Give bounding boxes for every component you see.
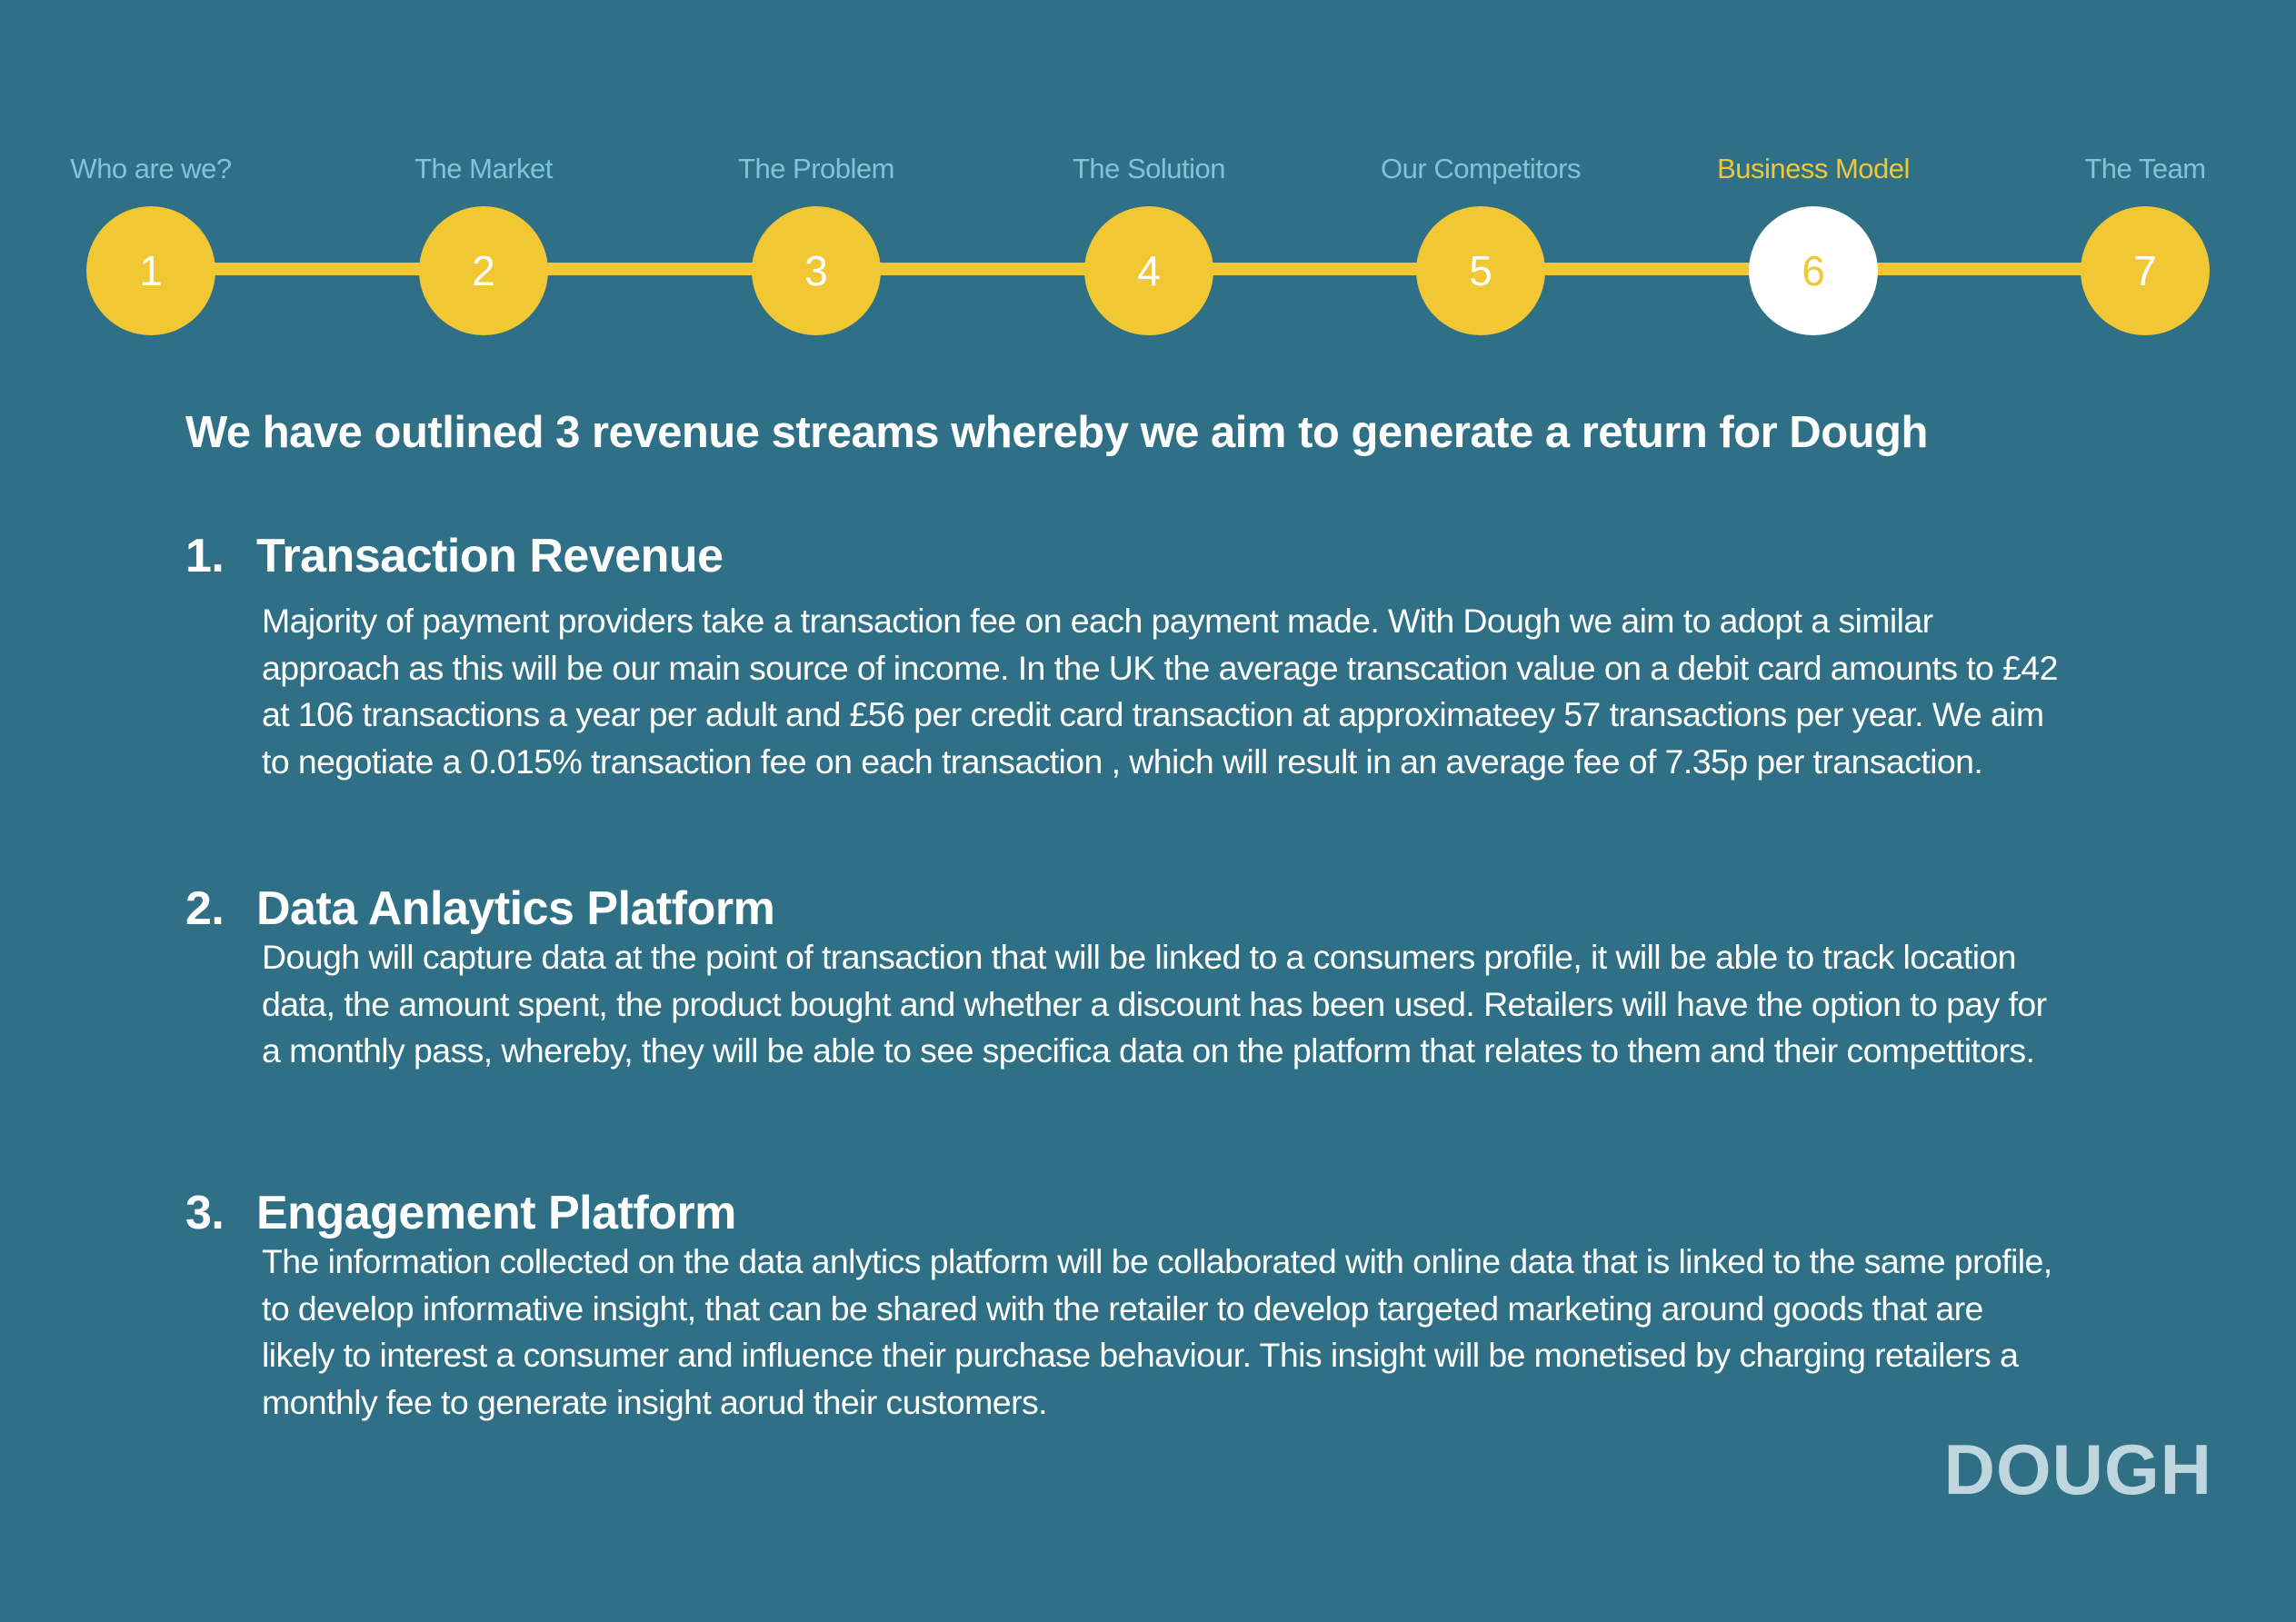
section-number: 2. xyxy=(185,882,225,935)
page-title: We have outlined 3 revenue streams where… xyxy=(185,408,1928,457)
section-heading: 1. Transaction Revenue xyxy=(185,529,2049,583)
step-label: The Team xyxy=(2084,153,2206,184)
section-heading: 3. Engagement Platform xyxy=(185,1186,2049,1240)
step-label: Business Model xyxy=(1717,153,1910,184)
step-circle[interactable]: 5 xyxy=(1416,206,1545,335)
section-body: The information collected on the data an… xyxy=(262,1242,2052,1421)
step-circle[interactable]: 7 xyxy=(2081,206,2210,335)
section-engagement-platform: 3. Engagement Platform The information c… xyxy=(185,1186,2052,1426)
step-circle[interactable]: 4 xyxy=(1084,206,1213,335)
step-circle[interactable]: 2 xyxy=(419,206,548,335)
step-label: Who are we? xyxy=(70,153,232,184)
step-label: The Problem xyxy=(738,153,894,184)
progress-stepper: Who are we? 1 The Market 2 The Problem 3… xyxy=(0,0,2296,363)
step-circle[interactable]: 3 xyxy=(752,206,881,335)
step-label: The Market xyxy=(414,153,553,184)
section-transaction-revenue: 1. Transaction Revenue Majority of payme… xyxy=(185,529,2059,785)
section-body: Majority of payment providers take a tra… xyxy=(262,602,2059,781)
section-title: Data Anlaytics Platform xyxy=(256,882,775,935)
step-label: The Solution xyxy=(1072,153,1226,184)
section-data-analytics-platform: 2. Data Anlaytics Platform Dough will ca… xyxy=(185,881,2049,1075)
section-number: 1. xyxy=(185,530,225,582)
section-heading: 2. Data Anlaytics Platform xyxy=(185,881,2049,936)
section-title: Transaction Revenue xyxy=(256,530,724,582)
step-circle-active[interactable]: 6 xyxy=(1749,206,1878,335)
step-label: Our Competitors xyxy=(1381,153,1581,184)
section-body: Dough will capture data at the point of … xyxy=(262,938,2047,1070)
section-title: Engagement Platform xyxy=(256,1187,736,1239)
section-number: 3. xyxy=(185,1187,225,1239)
dough-logo: DOUGH xyxy=(1943,1429,2212,1509)
step-circle[interactable]: 1 xyxy=(86,206,215,335)
